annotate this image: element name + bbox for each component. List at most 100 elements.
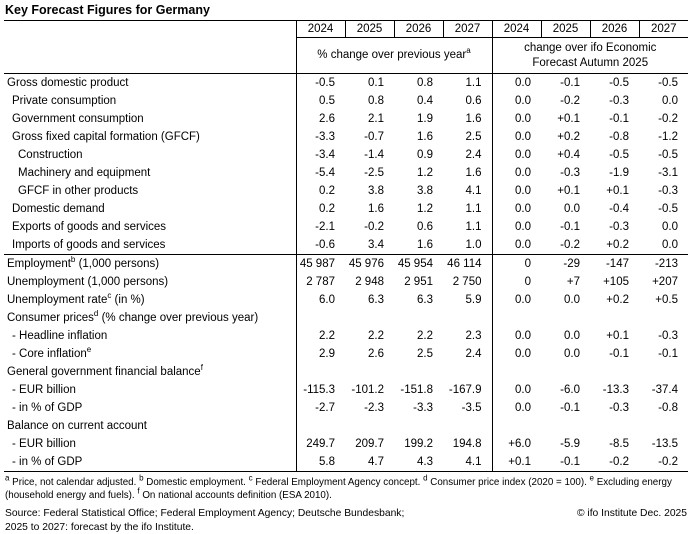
value-cell: 1.9 bbox=[394, 110, 443, 128]
value-cell: 2.3 bbox=[443, 327, 492, 345]
value-cell bbox=[541, 417, 590, 435]
row-label: Machinery and equipment bbox=[4, 164, 296, 182]
value-cell: -115.3 bbox=[296, 381, 345, 399]
value-cell: 2.2 bbox=[296, 327, 345, 345]
value-cell: -13.3 bbox=[590, 381, 639, 399]
value-cell: 2.1 bbox=[345, 110, 394, 128]
value-cell: -0.2 bbox=[541, 236, 590, 255]
row-label: - Headline inflation bbox=[4, 327, 296, 345]
value-cell: -0.3 bbox=[590, 218, 639, 236]
row-label: GFCF in other products bbox=[4, 182, 296, 200]
value-cell: 2 951 bbox=[394, 273, 443, 291]
table-row: Balance on current account bbox=[4, 417, 688, 435]
value-cell: +6.0 bbox=[492, 435, 541, 453]
value-cell bbox=[541, 363, 590, 381]
value-cell: 0.2 bbox=[296, 200, 345, 218]
copyright: © ifo Institute Dec. 2025 bbox=[577, 507, 687, 521]
row-label: Private consumption bbox=[4, 92, 296, 110]
table-row: Consumer pricesd (% change over previous… bbox=[4, 309, 688, 327]
footnote-marker-c: c bbox=[107, 291, 111, 300]
value-cell: 0.1 bbox=[345, 74, 394, 93]
value-cell: -147 bbox=[590, 255, 639, 274]
value-cell bbox=[639, 309, 688, 327]
value-cell: 0.0 bbox=[541, 200, 590, 218]
value-cell: -3.5 bbox=[443, 399, 492, 417]
value-cell: 0.0 bbox=[492, 164, 541, 182]
table-header: 2024 2025 2026 2027 2024 2025 2026 2027 … bbox=[4, 21, 688, 74]
value-cell: 1.1 bbox=[443, 74, 492, 93]
year-header: 2027 bbox=[639, 21, 688, 38]
value-cell: -0.1 bbox=[590, 345, 639, 363]
value-cell: -0.1 bbox=[541, 218, 590, 236]
value-cell: 3.8 bbox=[345, 182, 394, 200]
value-cell bbox=[639, 417, 688, 435]
value-cell: 1.6 bbox=[345, 200, 394, 218]
value-cell: +0.2 bbox=[590, 236, 639, 255]
value-cell: +0.5 bbox=[639, 291, 688, 309]
row-label: Unemployment (1,000 persons) bbox=[4, 273, 296, 291]
row-label: Construction bbox=[4, 146, 296, 164]
value-cell: 1.1 bbox=[443, 218, 492, 236]
value-cell bbox=[492, 309, 541, 327]
value-cell: 6.3 bbox=[345, 291, 394, 309]
value-cell: 4.7 bbox=[345, 453, 394, 472]
value-cell: 1.6 bbox=[394, 128, 443, 146]
value-cell: +0.1 bbox=[541, 182, 590, 200]
value-cell: 0.0 bbox=[492, 182, 541, 200]
value-cell: -0.3 bbox=[590, 92, 639, 110]
year-header: 2026 bbox=[394, 21, 443, 38]
value-cell: -1.9 bbox=[590, 164, 639, 182]
footnote-marker-a: a bbox=[466, 46, 470, 55]
footnote-marker-d: d bbox=[423, 474, 427, 483]
value-cell: -0.3 bbox=[639, 327, 688, 345]
value-cell: -37.4 bbox=[639, 381, 688, 399]
value-cell: +0.2 bbox=[541, 128, 590, 146]
value-cell bbox=[296, 363, 345, 381]
value-cell: 0.0 bbox=[492, 345, 541, 363]
footnote-marker-f: f bbox=[137, 487, 139, 496]
value-cell bbox=[541, 309, 590, 327]
value-cell: -167.9 bbox=[443, 381, 492, 399]
value-cell: 4.1 bbox=[443, 453, 492, 472]
value-cell: 3.8 bbox=[394, 182, 443, 200]
value-cell bbox=[590, 363, 639, 381]
value-cell bbox=[590, 417, 639, 435]
value-cell: +0.2 bbox=[590, 291, 639, 309]
value-cell: 2.9 bbox=[296, 345, 345, 363]
value-cell: 5.9 bbox=[443, 291, 492, 309]
years-row: 2024 2025 2026 2027 2024 2025 2026 2027 bbox=[4, 21, 688, 38]
value-cell: -151.8 bbox=[394, 381, 443, 399]
value-cell: -3.4 bbox=[296, 146, 345, 164]
row-label: Balance on current account bbox=[4, 417, 296, 435]
value-cell: +0.1 bbox=[541, 110, 590, 128]
value-cell: -213 bbox=[639, 255, 688, 274]
value-cell: 0.0 bbox=[492, 146, 541, 164]
footnote-marker-b: b bbox=[139, 474, 143, 483]
year-header: 2024 bbox=[492, 21, 541, 38]
value-cell: -2.5 bbox=[345, 164, 394, 182]
value-cell: -0.1 bbox=[541, 74, 590, 93]
value-cell: -0.2 bbox=[541, 92, 590, 110]
footnote-marker-b: b bbox=[71, 255, 75, 264]
row-label: General government financial balancef bbox=[4, 363, 296, 381]
value-cell bbox=[345, 309, 394, 327]
value-cell: 0.0 bbox=[492, 327, 541, 345]
value-cell: 4.1 bbox=[443, 182, 492, 200]
source-block: Source: Federal Statistical Office; Fede… bbox=[5, 507, 404, 534]
value-cell: 0.0 bbox=[639, 92, 688, 110]
value-cell: 0.5 bbox=[296, 92, 345, 110]
year-header: 2026 bbox=[590, 21, 639, 38]
value-cell bbox=[639, 363, 688, 381]
value-cell: 0.0 bbox=[541, 327, 590, 345]
value-cell bbox=[443, 363, 492, 381]
value-cell: -0.2 bbox=[590, 453, 639, 472]
value-cell: 0.9 bbox=[394, 146, 443, 164]
group-header-right-line1: change over ifo Economic bbox=[493, 41, 688, 56]
